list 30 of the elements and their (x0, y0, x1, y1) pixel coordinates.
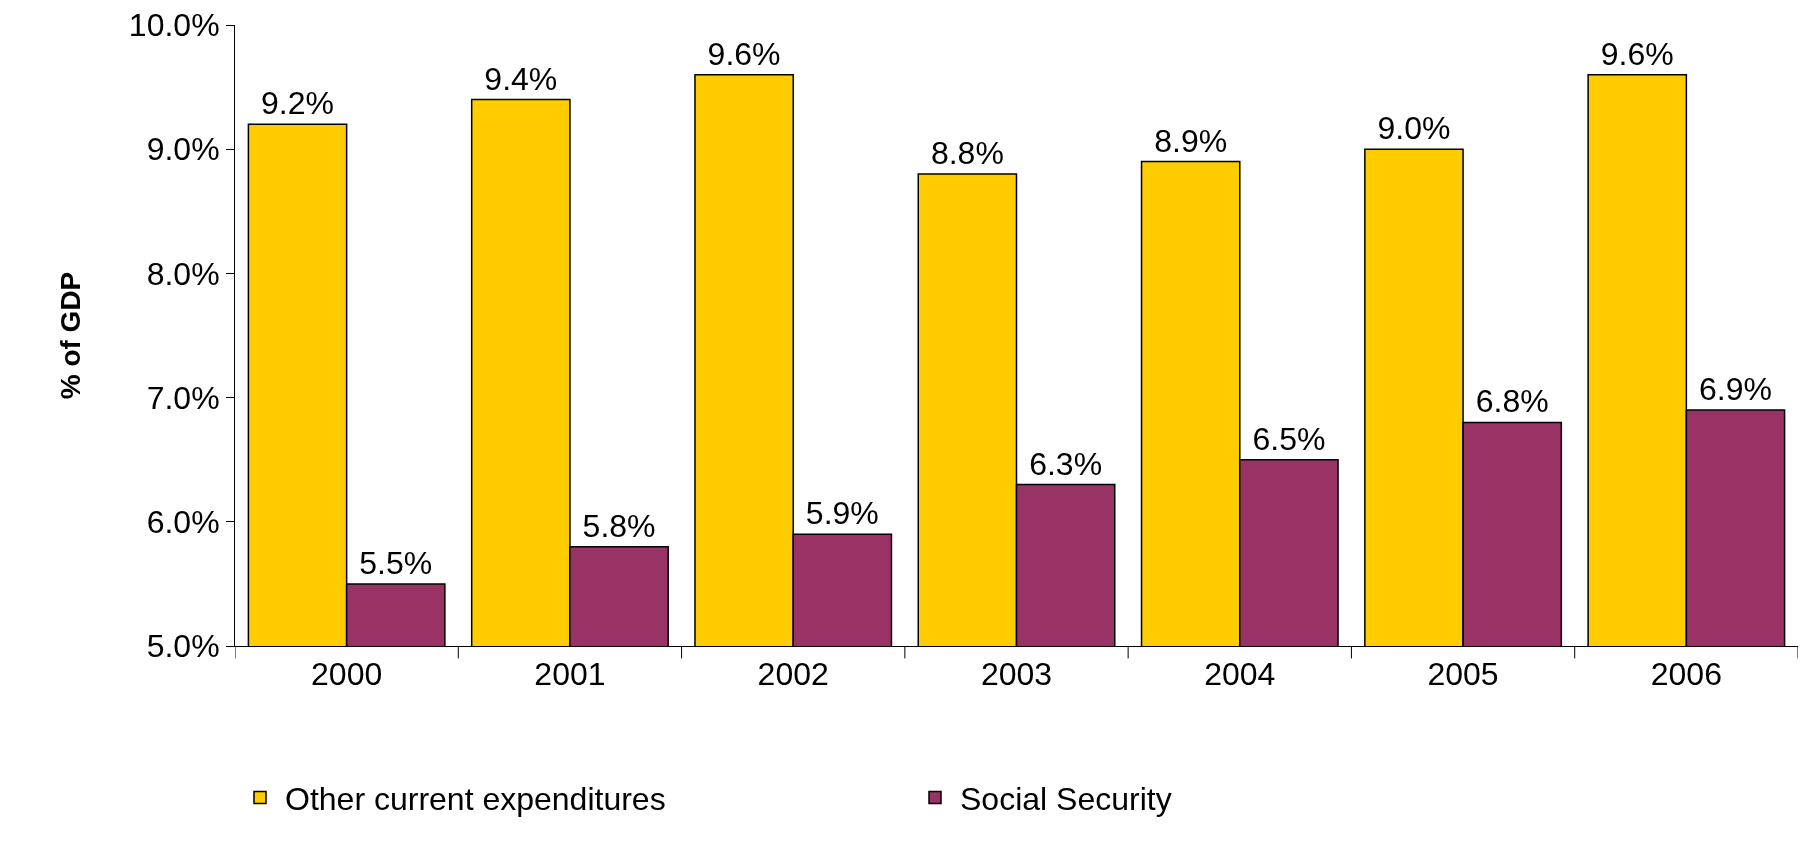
data-label: 5.5% (359, 544, 433, 581)
y-tick-label: 9.0% (146, 131, 220, 168)
data-label: 9.6% (1600, 35, 1674, 72)
legend-label: Other current expenditures (285, 780, 666, 817)
data-label: 9.4% (484, 60, 558, 97)
y-axis-title: % of GDP (54, 271, 86, 400)
data-label: 6.3% (1029, 445, 1103, 482)
legend-label: Social Security (960, 780, 1172, 817)
data-label: 9.2% (261, 85, 334, 122)
x-tick-label: 2004 (1204, 656, 1276, 693)
data-label: 6.5% (1252, 420, 1326, 457)
data-label: 8.9% (1154, 122, 1228, 159)
x-tick-label: 2001 (534, 656, 606, 693)
x-tick-label: 2003 (980, 656, 1053, 693)
data-label: 5.9% (805, 495, 879, 532)
x-tick-label: 2002 (757, 656, 829, 693)
x-tick-label: 2006 (1650, 656, 1722, 693)
x-tick-label: 2000 (311, 656, 383, 693)
y-tick-label: 6.0% (146, 504, 220, 540)
y-tick-label: 5.0% (146, 628, 220, 665)
data-label: 6.9% (1699, 371, 1772, 408)
data-label: 5.8% (582, 507, 656, 544)
data-label: 6.8% (1475, 383, 1549, 420)
y-tick-label: 10.0% (128, 7, 220, 44)
data-label: 9.0% (1377, 110, 1451, 147)
x-tick-label: 2005 (1427, 656, 1499, 693)
data-label: 8.8% (930, 135, 1004, 172)
data-label: 9.6% (707, 35, 781, 72)
y-tick-label: 8.0% (146, 255, 220, 292)
y-tick-label: 7.0% (146, 379, 220, 416)
